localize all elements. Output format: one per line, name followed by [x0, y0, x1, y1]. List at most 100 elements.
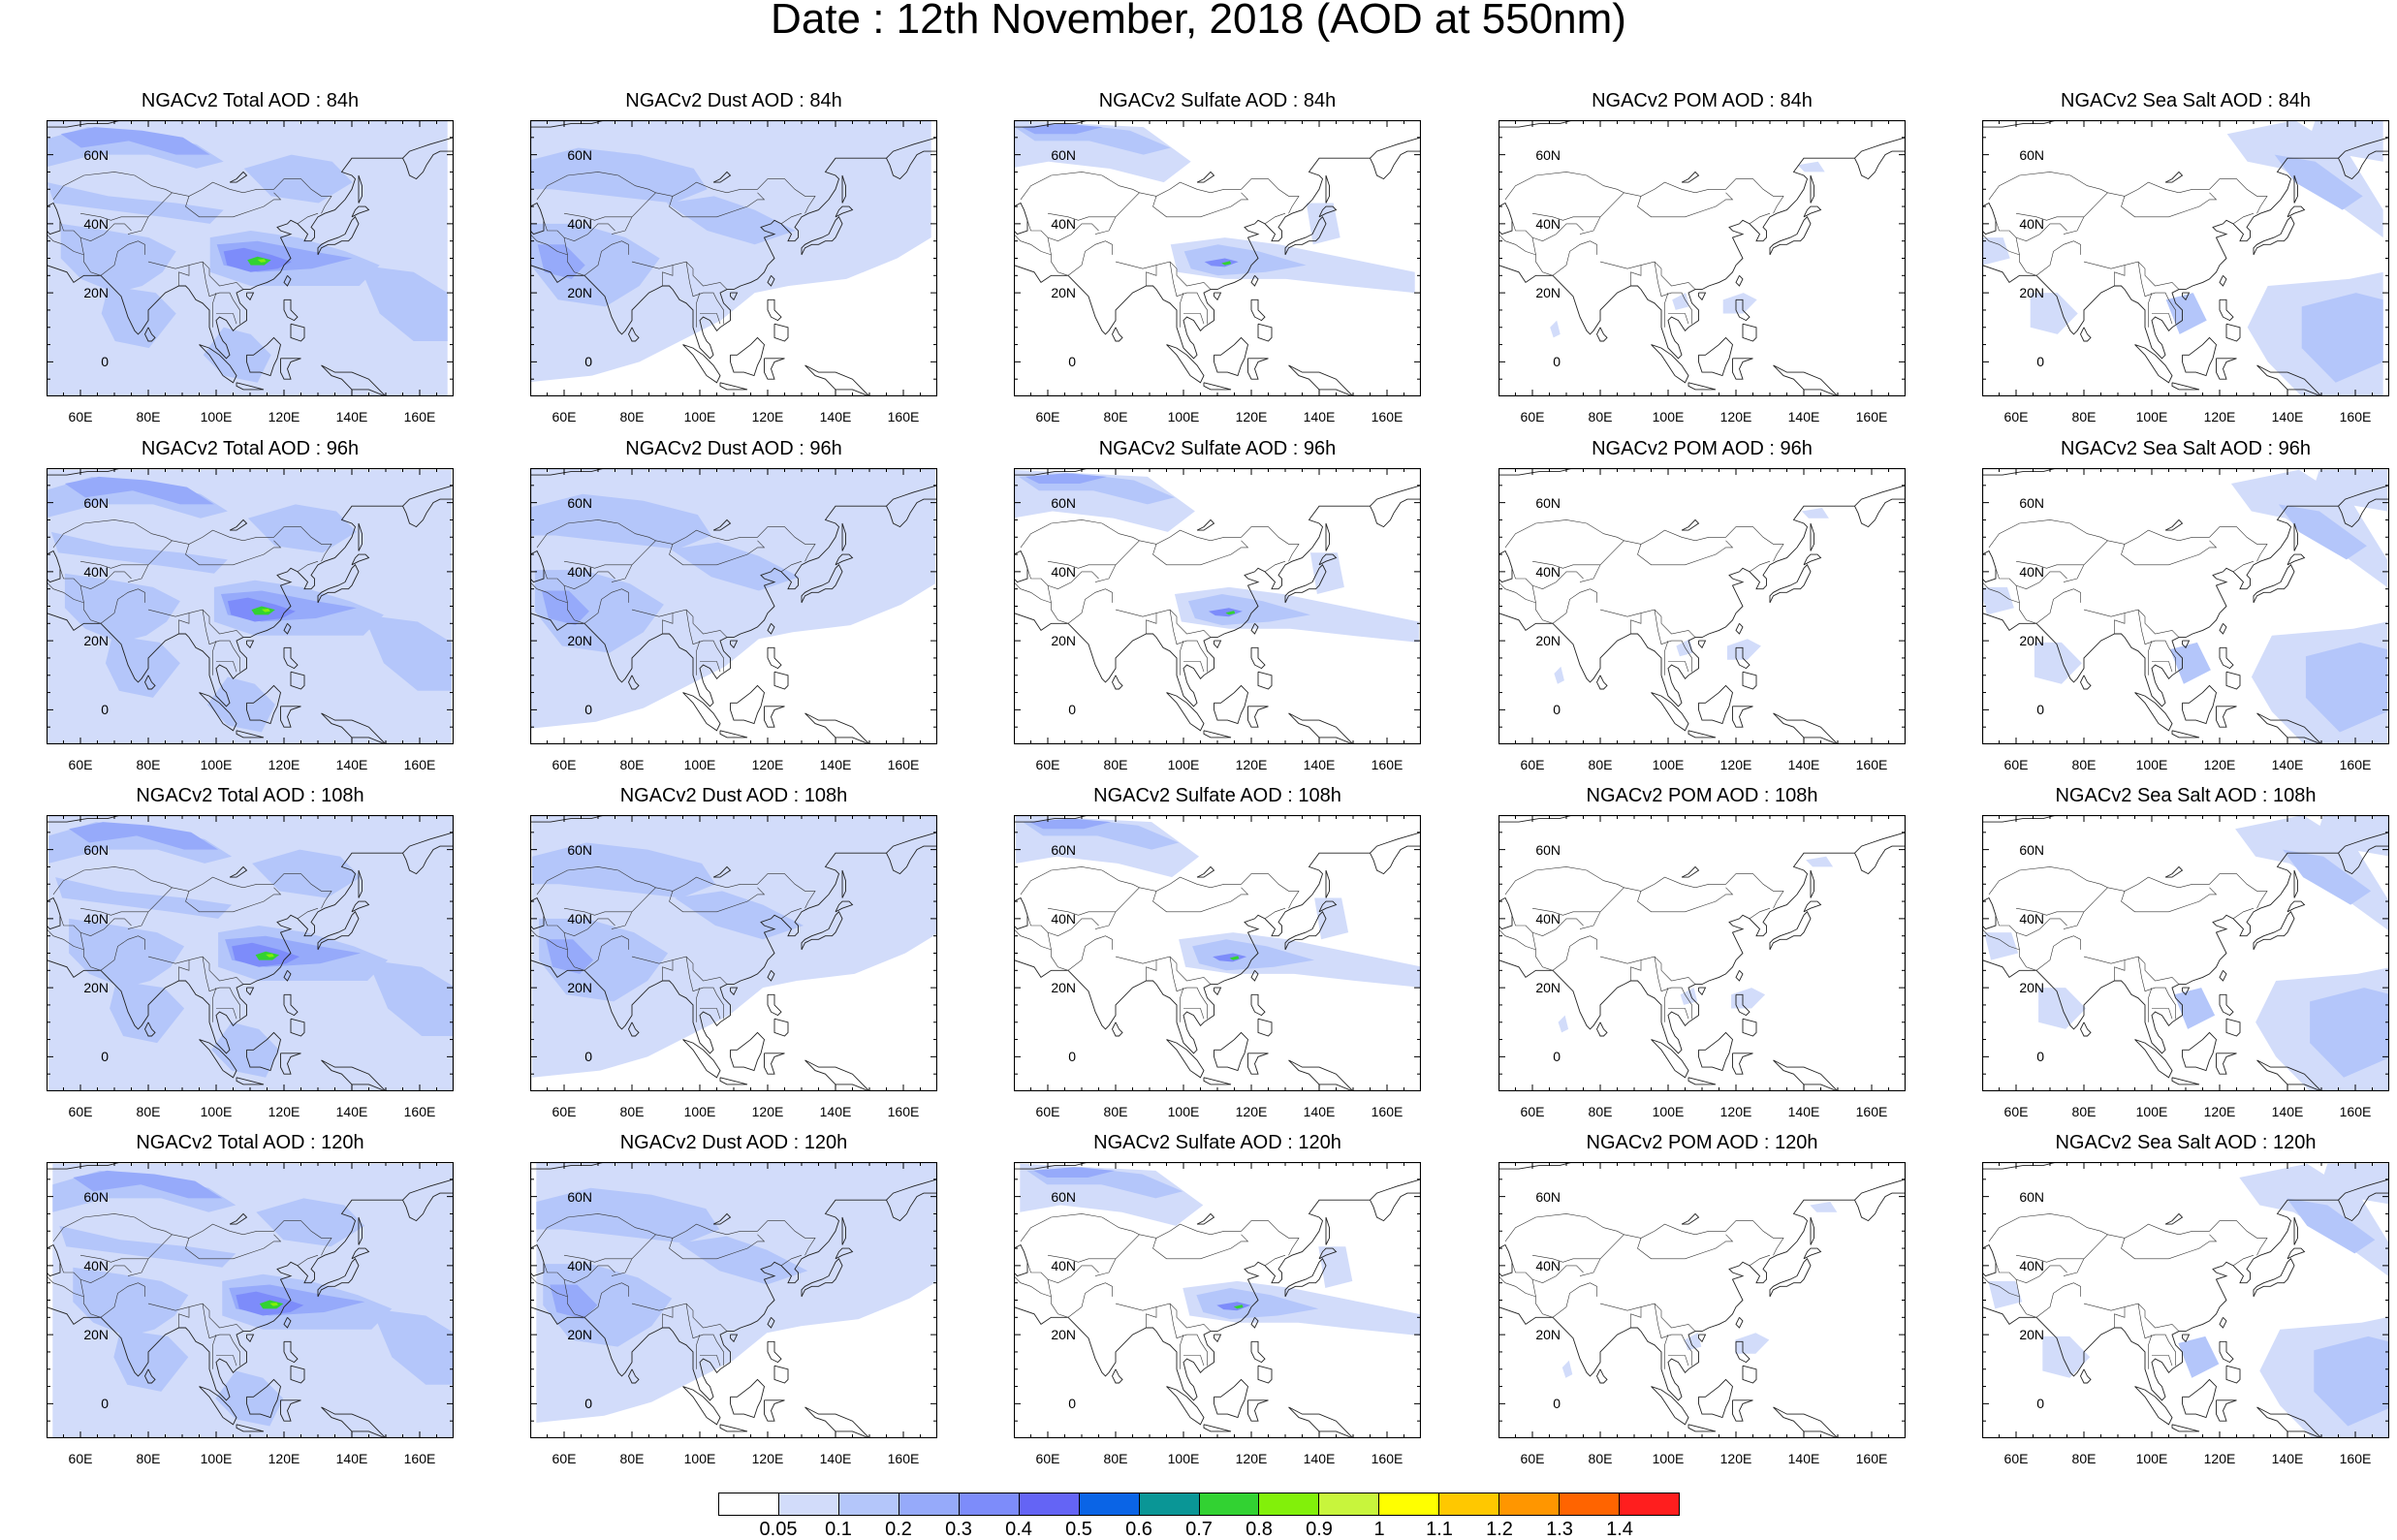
aod-field-region: [1797, 161, 1825, 173]
country-border: [59, 220, 81, 238]
x-tick-label: 100E: [1652, 409, 1685, 424]
country-border: [1169, 610, 1208, 673]
panel-title: NGACv2 Dust AOD : 84h: [625, 90, 842, 111]
coastline: [1214, 292, 1222, 301]
x-tick-label: 160E: [2339, 1451, 2372, 1466]
coastline: [358, 869, 363, 898]
coastline: [283, 993, 299, 1017]
country-border: [536, 519, 657, 582]
y-tick-label: 20N: [567, 1327, 592, 1343]
x-tick-label: 60E: [68, 409, 93, 424]
coastline: [1982, 832, 2389, 1054]
country-border: [563, 1279, 585, 1318]
coastline: [1247, 706, 1269, 728]
y-tick-label: 60N: [1051, 841, 1076, 858]
country-border: [1668, 1008, 1689, 1020]
coastline: [2182, 1334, 2191, 1343]
panel-title: NGACv2 Dust AOD : 96h: [625, 438, 842, 459]
y-tick-label: 20N: [83, 633, 109, 649]
country-border: [1139, 1220, 1300, 1256]
coastline: [712, 519, 732, 531]
coastline: [1203, 1077, 1232, 1085]
country-border: [1067, 588, 1113, 624]
coastline: [2225, 671, 2241, 690]
y-tick-label: 20N: [1051, 633, 1076, 649]
country-border: [79, 928, 105, 937]
country-border: [2015, 1254, 2084, 1263]
country-border: [631, 1303, 728, 1332]
country-border: [104, 1265, 132, 1276]
coastline: [2216, 1053, 2237, 1075]
country-border: [2035, 935, 2081, 971]
country-border: [202, 610, 240, 673]
x-tick-label: 140E: [1303, 757, 1336, 772]
x-tick-label: 120E: [268, 1451, 300, 1466]
coastline: [2225, 1018, 2241, 1037]
country-border: [2148, 988, 2153, 1022]
x-tick-label: 120E: [751, 757, 784, 772]
country-border: [2039, 223, 2067, 235]
y-tick-label: 40N: [567, 910, 592, 927]
country-border: [2107, 178, 2268, 214]
country-border: [2121, 1234, 2218, 1260]
y-tick-label: 40N: [1535, 215, 1561, 232]
coastline: [1257, 1018, 1273, 1037]
coastline: [767, 274, 775, 287]
coastline: [2225, 1365, 2241, 1384]
map-panel: NGACv2 POM AOD : 96h 60N 40N 20N 0 60E 80E 100E…: [1498, 438, 1983, 817]
x-tick-label: 100E: [200, 1104, 233, 1119]
country-border: [216, 1008, 237, 1020]
coastline: [2134, 692, 2173, 732]
coastline: [1166, 1386, 1205, 1426]
aod-map: [47, 815, 454, 1091]
coastline: [1284, 564, 1327, 604]
coastline: [1687, 1424, 1717, 1432]
coastline: [801, 1258, 843, 1298]
country-border: [685, 1304, 724, 1367]
coastline: [1982, 1179, 2389, 1401]
y-tick-label: 20N: [2019, 285, 2044, 301]
map-panel: NGACv2 Sulfate AOD : 120h 60N 40N 20N 0 60E 80…: [1014, 1132, 1498, 1511]
coastline: [2216, 1399, 2237, 1422]
x-tick-label: 60E: [68, 1451, 93, 1466]
y-tick-label: 40N: [1051, 910, 1076, 927]
y-tick-label: 40N: [1535, 1257, 1561, 1273]
coastline: [1203, 382, 1232, 391]
aod-map: [1498, 120, 1906, 396]
coastline: [1111, 1021, 1123, 1037]
country-border: [52, 1213, 173, 1276]
coastline: [1166, 1039, 1205, 1079]
country-border: [1531, 237, 1554, 276]
country-border: [662, 613, 674, 634]
y-tick-label: 40N: [83, 1257, 109, 1273]
country-border: [2137, 262, 2176, 325]
country-border: [2039, 571, 2067, 582]
coastline: [1651, 692, 1689, 732]
aod-field-region: [1187, 594, 1310, 626]
country-border: [1047, 560, 1116, 569]
coastline: [1498, 468, 1574, 476]
country-border: [79, 907, 148, 916]
x-tick-label: 160E: [887, 409, 920, 424]
coastline: [283, 646, 299, 670]
panel-title: NGACv2 Total AOD : 96h: [141, 438, 360, 459]
x-tick-label: 120E: [268, 409, 300, 424]
country-border: [587, 1265, 615, 1276]
y-tick-label: 0: [2036, 354, 2044, 370]
y-tick-label: 20N: [2019, 1327, 2044, 1343]
coastline: [1595, 675, 1608, 690]
colorbar-label: 1: [1373, 1519, 1385, 1540]
coastline: [2171, 730, 2200, 739]
x-tick-label: 60E: [1520, 757, 1545, 772]
map-background: [1498, 815, 1906, 1091]
y-tick-label: 0: [1553, 1396, 1561, 1412]
country-border: [583, 588, 629, 624]
colorbar-swatch: [719, 1493, 779, 1515]
aod-field-region: [1314, 897, 1349, 940]
coastline: [2134, 1039, 2173, 1079]
aod-field-region: [530, 493, 711, 550]
coastline: [730, 336, 765, 377]
coastline: [1203, 730, 1232, 739]
country-border: [563, 1275, 588, 1284]
coastline: [682, 1386, 721, 1426]
